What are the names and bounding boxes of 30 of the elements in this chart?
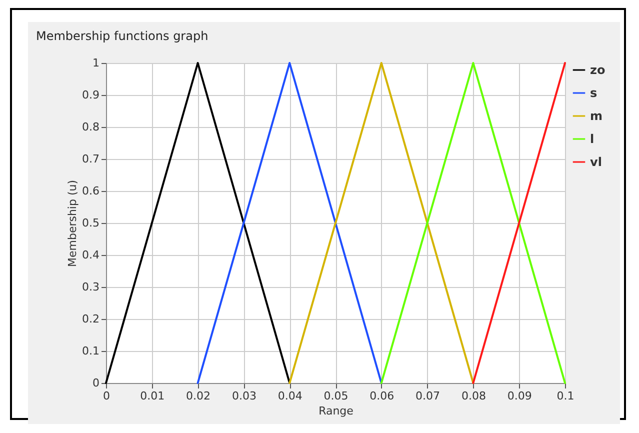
y-tick-label: 0.1 (82, 344, 100, 358)
legend-label: m (590, 109, 603, 123)
y-tick-label: 0.9 (82, 88, 100, 102)
x-tick-label: 0.04 (278, 390, 302, 402)
y-tick-label: 0.8 (82, 120, 100, 134)
y-tick-label: 0.3 (82, 280, 100, 294)
y-tick-label: 0.2 (82, 312, 100, 326)
legend-label: s (590, 86, 598, 100)
y-tick-label: 0.7 (82, 152, 100, 166)
legend-label: zo (590, 63, 606, 77)
legend-label: l (590, 132, 594, 146)
x-tick-label: 0.06 (370, 390, 394, 402)
x-tick-label: 0.09 (507, 390, 532, 402)
x-tick-label: 0.02 (186, 390, 211, 402)
x-tick-label: 0.03 (232, 390, 256, 402)
x-tick-label: 0 (103, 390, 110, 402)
y-tick-label: 0.5 (82, 216, 100, 230)
x-tick-label: 0.05 (324, 390, 348, 402)
x-tick-label: 0.01 (140, 390, 165, 402)
legend-label: vl (590, 155, 602, 169)
y-tick-label: 0 (92, 376, 100, 390)
y-tick-label: 0.4 (82, 248, 100, 262)
y-tick-label: 1 (92, 56, 100, 70)
y-tick-label: 0.6 (82, 184, 100, 198)
x-tick-label: 0.07 (416, 390, 440, 402)
y-axis-title: Membership (u) (66, 180, 80, 268)
chart-title: Membership functions graph (36, 29, 208, 43)
x-axis-title: Range (318, 404, 354, 418)
x-tick-label: 0.08 (461, 390, 486, 402)
x-tick-label: 0.1 (556, 390, 574, 402)
